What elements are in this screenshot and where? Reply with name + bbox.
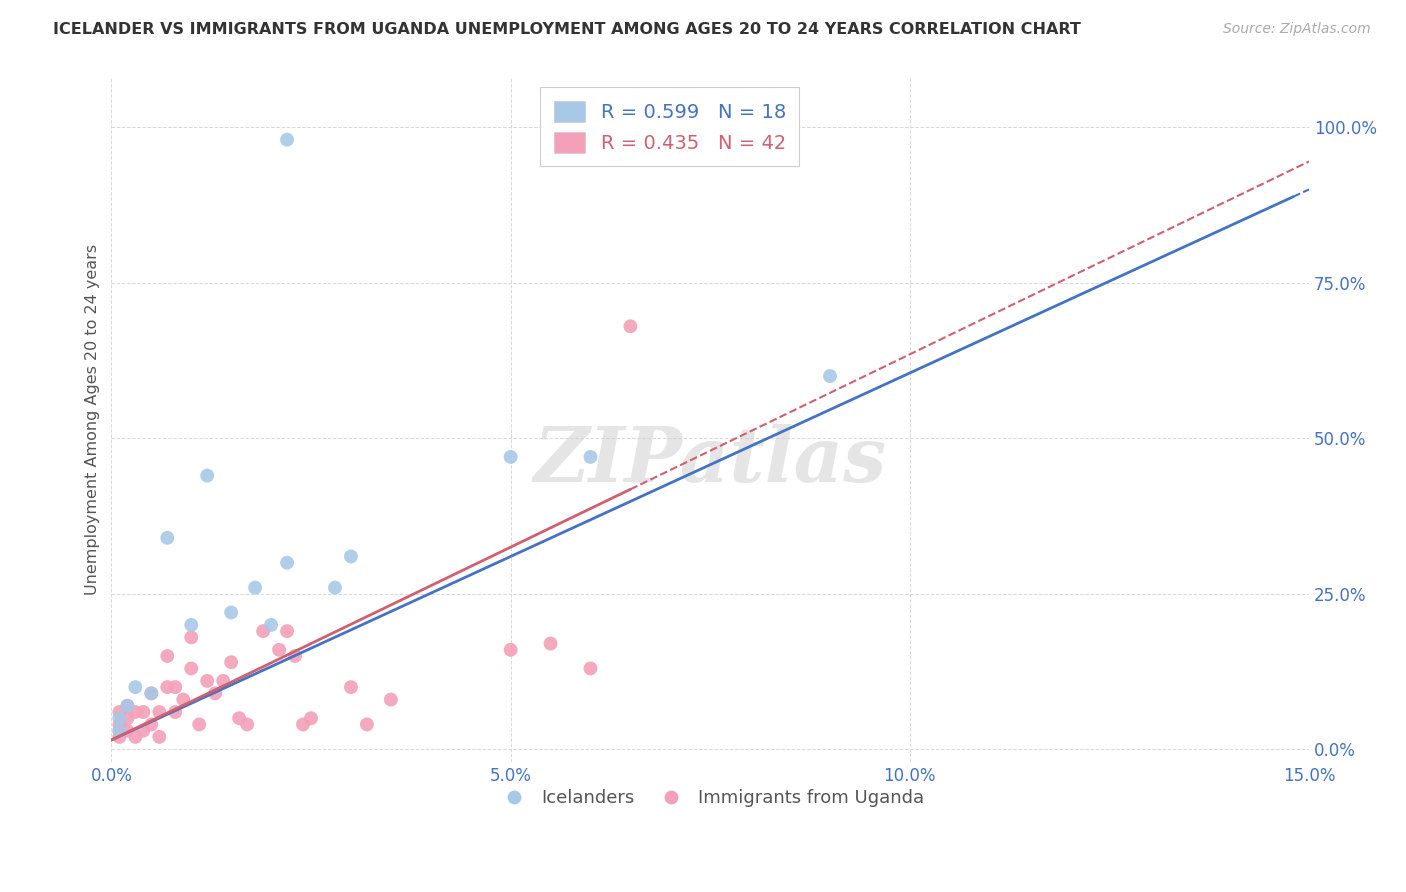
Point — [117, 723, 139, 738]
Point — [579, 450, 602, 464]
Point — [260, 618, 283, 632]
Point — [212, 673, 235, 688]
Point — [219, 606, 242, 620]
Point — [818, 369, 841, 384]
Point — [356, 717, 378, 731]
Point — [195, 468, 218, 483]
Point — [132, 723, 155, 738]
Point — [579, 661, 602, 675]
Point — [141, 717, 163, 731]
Point — [276, 624, 298, 639]
Point — [299, 711, 322, 725]
Y-axis label: Unemployment Among Ages 20 to 24 years: Unemployment Among Ages 20 to 24 years — [86, 244, 100, 595]
Point — [108, 723, 131, 738]
Point — [108, 717, 131, 731]
Point — [267, 642, 290, 657]
Point — [132, 705, 155, 719]
Point — [124, 705, 146, 719]
Point — [243, 581, 266, 595]
Point — [236, 717, 259, 731]
Point — [188, 717, 211, 731]
Point — [323, 581, 346, 595]
Point — [180, 631, 202, 645]
Point — [108, 711, 131, 725]
Point — [172, 692, 194, 706]
Point — [165, 705, 187, 719]
Point — [148, 730, 170, 744]
Point — [340, 680, 363, 694]
Point — [108, 723, 131, 738]
Point — [108, 705, 131, 719]
Point — [117, 711, 139, 725]
Text: Source: ZipAtlas.com: Source: ZipAtlas.com — [1223, 22, 1371, 37]
Point — [141, 686, 163, 700]
Point — [108, 730, 131, 744]
Point — [228, 711, 250, 725]
Point — [219, 655, 242, 669]
Point — [380, 692, 402, 706]
Point — [292, 717, 315, 731]
Point — [284, 648, 307, 663]
Point — [204, 686, 226, 700]
Point — [195, 673, 218, 688]
Point — [619, 319, 641, 334]
Point — [276, 556, 298, 570]
Point — [141, 686, 163, 700]
Point — [165, 680, 187, 694]
Point — [156, 680, 179, 694]
Point — [276, 133, 298, 147]
Point — [117, 698, 139, 713]
Point — [124, 730, 146, 744]
Point — [117, 698, 139, 713]
Point — [499, 642, 522, 657]
Point — [540, 636, 562, 650]
Legend: Icelanders, Immigrants from Uganda: Icelanders, Immigrants from Uganda — [489, 782, 931, 814]
Point — [180, 618, 202, 632]
Point — [156, 648, 179, 663]
Point — [499, 450, 522, 464]
Point — [340, 549, 363, 564]
Point — [252, 624, 274, 639]
Point — [156, 531, 179, 545]
Point — [148, 705, 170, 719]
Point — [180, 661, 202, 675]
Text: ICELANDER VS IMMIGRANTS FROM UGANDA UNEMPLOYMENT AMONG AGES 20 TO 24 YEARS CORRE: ICELANDER VS IMMIGRANTS FROM UGANDA UNEM… — [53, 22, 1081, 37]
Point — [124, 680, 146, 694]
Text: ZIPatlas: ZIPatlas — [534, 424, 887, 498]
